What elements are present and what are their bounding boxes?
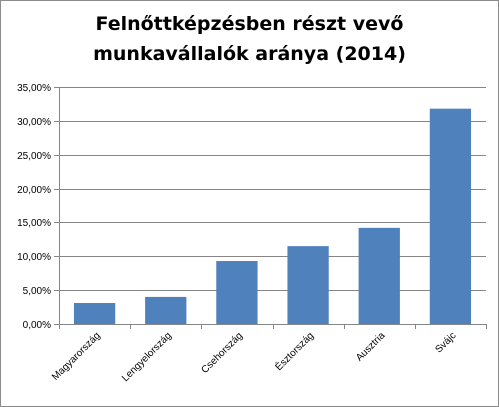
y-tick-label: 0,00% [23, 320, 51, 331]
axes [59, 87, 486, 325]
chart-title-line-2: munkavállalók aránya (2014) [93, 43, 406, 65]
y-tick-label: 25,00% [17, 151, 51, 162]
y-tick-label: 5,00% [23, 286, 51, 297]
x-tick-label: Lengyelország [120, 330, 174, 384]
x-tick-label: Észtország [272, 329, 316, 373]
x-tick-label: Magyarország [50, 330, 103, 383]
bar [358, 227, 400, 324]
chart-title-line-1: Felnőttképzésben részt vevő [95, 13, 404, 35]
y-tick-label: 10,00% [17, 252, 51, 263]
bar [73, 303, 116, 324]
y-tick-label: 30,00% [17, 117, 51, 128]
bar [287, 246, 329, 324]
chart-title: Felnőttképzésben részt vevő munkavállaló… [1, 9, 498, 69]
y-axis-ticks: 0,00% 5,00% 10,00% 15,00% 20,00% 25,00% 30,00%… [17, 83, 59, 331]
bars [73, 108, 472, 324]
y-tick-label: 15,00% [17, 218, 51, 229]
x-tick-label: Csehország [200, 330, 246, 376]
x-tick-label: Ausztria [354, 330, 388, 364]
gridlines [59, 87, 486, 291]
bar [429, 108, 472, 324]
bar [145, 296, 187, 324]
x-axis-labels: Magyarország Lengyelország Csehország Észto… [50, 324, 487, 384]
y-tick-label: 20,00% [17, 185, 51, 196]
bar [216, 261, 258, 324]
x-tick-label: Svájc [433, 330, 458, 355]
y-tick-label: 35,00% [17, 83, 51, 94]
